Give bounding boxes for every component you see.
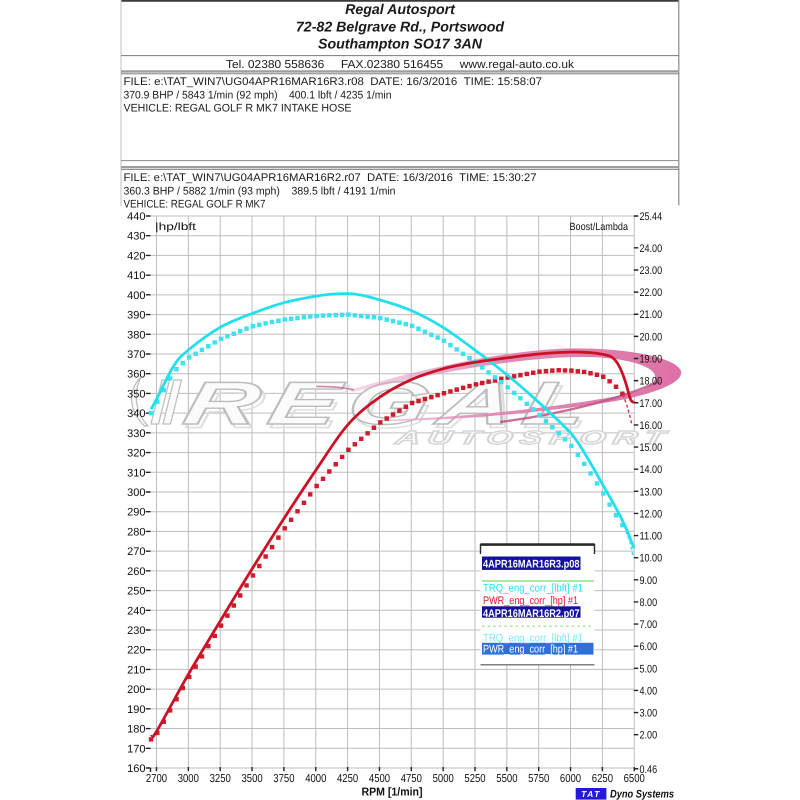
svg-text:4APR16MAR16R3.p08: 4APR16MAR16R3.p08 [483,558,580,570]
svg-text:370.9 BHP / 5843 1/min (92 mph: 370.9 BHP / 5843 1/min (92 mph) 400.1 lb… [124,89,392,101]
svg-text:5250: 5250 [464,773,485,785]
svg-text:4.00: 4.00 [640,685,658,697]
svg-text:16.00: 16.00 [640,420,663,432]
svg-text:6.00: 6.00 [640,641,658,653]
svg-text:20.00: 20.00 [640,331,663,343]
svg-text:25.44: 25.44 [640,211,663,223]
svg-text:REGAL: REGAL [181,373,607,441]
svg-text:330: 330 [127,428,145,440]
svg-text:10.00: 10.00 [640,553,663,565]
svg-text:FILE: e:\TAT_WIN7\UG04APR16MAR: FILE: e:\TAT_WIN7\UG04APR16MAR16R2.r07 D… [124,172,537,184]
svg-text:RPM [1/min]: RPM [1/min] [362,786,423,798]
svg-text:6500: 6500 [624,773,645,785]
svg-text:VEHICLE: REGAL GOLF R MK7: VEHICLE: REGAL GOLF R MK7 [124,199,266,211]
svg-text:13.00: 13.00 [640,486,663,498]
svg-text:310: 310 [127,467,145,479]
svg-text:12.00: 12.00 [640,508,663,520]
svg-text:3.00: 3.00 [640,708,658,720]
svg-text:200: 200 [127,684,145,696]
svg-text:7.00: 7.00 [640,619,658,631]
svg-text:2700: 2700 [146,773,167,785]
svg-text:18.00: 18.00 [640,376,663,388]
svg-text:440: 440 [127,211,145,223]
svg-text:11.00: 11.00 [640,531,663,543]
svg-text:FILE: e:\TAT_WIN7\UG04APR16MAR: FILE: e:\TAT_WIN7\UG04APR16MAR16R3.r08 D… [124,76,543,88]
svg-text:4250: 4250 [337,773,358,785]
svg-text:|hp/lbft: |hp/lbft [155,221,196,233]
svg-text:PWR_eng_corr_[hp] #1: PWR_eng_corr_[hp] #1 [483,644,578,656]
svg-text:410: 410 [127,270,145,282]
svg-text:14.00: 14.00 [640,464,663,476]
svg-text:23.00: 23.00 [640,265,663,277]
svg-text:430: 430 [127,231,145,243]
svg-text:180: 180 [127,724,145,736]
svg-text:160: 160 [127,763,145,775]
svg-text:280: 280 [127,526,145,538]
svg-text:5000: 5000 [433,773,454,785]
svg-text:3000: 3000 [178,773,199,785]
svg-text:TRQ_eng_corr_[lbft] #1: TRQ_eng_corr_[lbft] #1 [483,582,583,594]
svg-text:270: 270 [127,546,145,558]
svg-text:190: 190 [127,704,145,716]
svg-text:390: 390 [127,310,145,322]
svg-text:17.00: 17.00 [640,398,663,410]
svg-text:4750: 4750 [401,773,422,785]
svg-text:0.46: 0.46 [640,764,658,776]
svg-text:260: 260 [127,566,145,578]
svg-text:3750: 3750 [273,773,294,785]
svg-text:360: 360 [127,369,145,381]
svg-text:24.00: 24.00 [640,243,663,255]
svg-text:240: 240 [127,605,145,617]
svg-text:VEHICLE: REGAL GOLF R MK7 INTA: VEHICLE: REGAL GOLF R MK7 INTAKE HOSE [124,103,352,115]
svg-text:Dyno Systems: Dyno Systems [610,789,674,800]
svg-text:4000: 4000 [305,773,326,785]
svg-text:Tel. 02380 558636 FAX.0238: Tel. 02380 558636 FAX.02380 516455 www.r… [226,59,574,71]
svg-text:TRQ_eng_corr_[lbft] #1: TRQ_eng_corr_[lbft] #1 [483,633,583,645]
svg-text:Southampton SO17 3AN: Southampton SO17 3AN [318,37,483,53]
svg-text:3250: 3250 [210,773,231,785]
svg-text:420: 420 [127,250,145,262]
svg-text:5500: 5500 [496,773,517,785]
svg-text:230: 230 [127,625,145,637]
svg-text:350: 350 [127,388,145,400]
svg-text:300: 300 [127,487,145,499]
svg-text:72-82 Belgrave Rd., Portswood: 72-82 Belgrave Rd., Portswood [296,20,504,36]
svg-text:4APR16MAR16R2.p07: 4APR16MAR16R2.p07 [483,608,580,620]
svg-text:360.3 BHP / 5882 1/min (93 mph: 360.3 BHP / 5882 1/min (93 mph) 389.5 lb… [124,185,396,197]
svg-text:PWR_eng_corr_[hp] #1: PWR_eng_corr_[hp] #1 [483,595,578,607]
svg-text:15.00: 15.00 [640,442,663,454]
svg-text:21.00: 21.00 [640,309,663,321]
svg-text:Boost/Lambda: Boost/Lambda [570,221,629,233]
svg-text:19.00: 19.00 [640,354,663,366]
svg-text:400: 400 [127,290,145,302]
svg-text:370: 370 [127,349,145,361]
svg-text:AUTOSPORT: AUTOSPORT [392,428,674,449]
svg-text:4500: 4500 [369,773,390,785]
svg-text:3500: 3500 [242,773,263,785]
svg-text:340: 340 [127,408,145,420]
svg-text:2.00: 2.00 [640,730,658,742]
svg-text:6250: 6250 [592,773,613,785]
svg-text:TAT: TAT [581,789,601,799]
svg-text:250: 250 [127,586,145,598]
svg-text:210: 210 [127,664,145,676]
svg-text:5750: 5750 [528,773,549,785]
svg-text:8.00: 8.00 [640,597,658,609]
svg-text:320: 320 [127,448,145,460]
svg-text:9.00: 9.00 [640,575,658,587]
svg-text:Regal Autosport: Regal Autosport [345,2,456,18]
svg-text:6000: 6000 [560,773,581,785]
svg-text:22.00: 22.00 [640,287,663,299]
svg-text:220: 220 [127,645,145,657]
svg-text:170: 170 [127,743,145,755]
svg-text:380: 380 [127,329,145,341]
svg-text:5.00: 5.00 [640,663,658,675]
svg-text:290: 290 [127,507,145,519]
